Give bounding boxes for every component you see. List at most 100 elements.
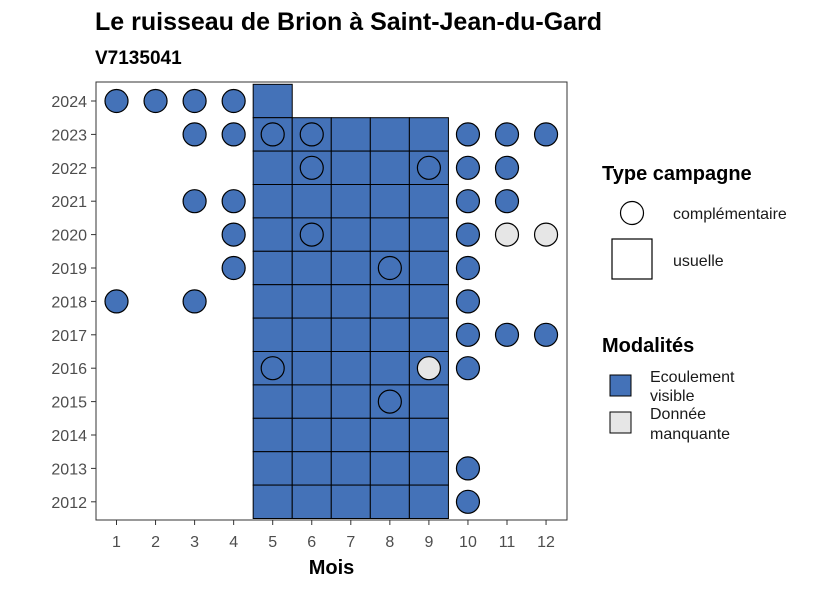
legend-label-donnee: Donnée: [650, 406, 706, 423]
point-2015-8: [377, 389, 402, 414]
x-tick-label-12: 12: [537, 534, 555, 551]
legend-key-donnee-manquante: [609, 411, 632, 434]
point-2024-4: [221, 88, 246, 114]
x-tick-label-3: 3: [190, 534, 199, 551]
point-2023-12: [533, 122, 559, 147]
point-2022-10: [455, 155, 481, 180]
point-2023-4: [221, 122, 246, 147]
y-tick-label-2023: 2023: [51, 127, 87, 144]
point-2019-10: [455, 255, 481, 281]
point-2016-10: [455, 356, 481, 381]
point-2017-11: [494, 322, 520, 347]
tile-2022-8: [369, 150, 410, 186]
point-2022-11: [494, 155, 520, 180]
x-tick-label-1: 1: [112, 534, 121, 551]
tile-2016-7: [330, 351, 371, 386]
point-2020-12: [533, 222, 559, 247]
point-2016-9: [416, 356, 441, 381]
point-2016-5: [260, 356, 285, 381]
point-2019-8: [377, 255, 402, 281]
y-tick-label-2013: 2013: [51, 461, 87, 478]
point-2023-3: [182, 122, 207, 147]
plot-area: 1 2 3 4 5 6 7 8 9 10 11 12 201220132014201520162017…: [51, 81, 568, 551]
legend-type-title: Type campagne: [602, 163, 752, 185]
y-tick-label-2017: 2017: [51, 328, 87, 345]
tile-2019-6: [291, 250, 332, 286]
tile-2015-6: [291, 384, 332, 419]
tile-2017-9: [408, 317, 449, 353]
point-2022-9: [416, 155, 441, 180]
chart-subtitle: V7135041: [95, 48, 182, 69]
x-tick-label-2: 2: [151, 534, 160, 551]
tile-2021-6: [291, 184, 332, 219]
tile-2018-5: [252, 284, 293, 319]
tile-2013-7: [330, 451, 371, 486]
legend-key-complementaire: [619, 200, 645, 226]
tile-2014-5: [252, 417, 293, 453]
tile-2021-5: [252, 184, 293, 219]
legend-label-ecoulement: Ecoulement: [650, 369, 735, 386]
legend-label-manquante: manquante: [650, 426, 730, 443]
tile-2018-9: [408, 284, 449, 319]
point-2020-11: [494, 222, 520, 247]
tile-2014-7: [330, 417, 371, 453]
x-tick-label-9: 9: [424, 534, 433, 551]
point-2012-10: [455, 489, 481, 514]
tile-2023-8: [369, 117, 410, 152]
tile-2015-7: [330, 384, 371, 419]
point-2021-4: [221, 189, 246, 214]
tile-2012-6: [291, 484, 332, 520]
point-2023-10: [455, 122, 481, 147]
tile-2017-7: [330, 317, 371, 353]
tile-2017-6: [291, 317, 332, 353]
x-tick-label-5: 5: [268, 534, 277, 551]
x-tick-label-11: 11: [499, 534, 516, 551]
tile-2012-9: [408, 484, 449, 520]
chart-title: Le ruisseau de Brion à Saint-Jean-du-Gar…: [95, 8, 602, 36]
y-axis: 2012 2013 2014 2015 2016 2017 2018 2019 2020 2021…: [51, 94, 96, 512]
tile-2012-8: [369, 484, 410, 520]
legend-modalites-title: Modalités: [602, 335, 694, 357]
point-2017-10: [455, 322, 481, 347]
y-tick-label-2015: 2015: [51, 395, 87, 412]
tile-2017-8: [369, 317, 410, 353]
legend: Type campagne complémentaire usuelle Mod…: [602, 163, 787, 443]
x-axis: 1 2 3 4 5 6 7 8 9 10 11 12: [112, 520, 555, 551]
point-2024-2: [143, 88, 168, 114]
legend-key-usuelle: [611, 238, 653, 280]
y-tick-label-2014: 2014: [51, 428, 87, 445]
point-2017-12: [533, 322, 559, 347]
tile-2023-7: [330, 117, 371, 152]
tile-2021-9: [408, 184, 449, 219]
y-tick-label-2021: 2021: [51, 194, 87, 211]
x-tick-label-6: 6: [307, 534, 316, 551]
x-tick-label-7: 7: [346, 534, 355, 551]
tile-2015-5: [252, 384, 293, 419]
tile-2022-7: [330, 150, 371, 186]
complementaire-points: [104, 88, 559, 514]
point-2023-11: [494, 122, 520, 147]
x-tick-label-10: 10: [459, 534, 477, 551]
tile-2015-9: [408, 384, 449, 419]
point-2023-6: [299, 122, 324, 147]
tile-2020-8: [369, 217, 410, 252]
tile-2018-7: [330, 284, 371, 319]
tile-2024-5: [252, 83, 293, 119]
tile-2018-8: [369, 284, 410, 319]
point-2021-3: [182, 189, 207, 214]
x-axis-title: Mois: [309, 557, 355, 579]
legend-label-complementaire: complémentaire: [673, 206, 787, 223]
tile-2013-9: [408, 451, 449, 486]
legend-label-visible: visible: [650, 388, 695, 405]
tile-2014-9: [408, 417, 449, 453]
point-2013-10: [455, 456, 481, 481]
tile-2016-6: [291, 351, 332, 386]
tile-2013-6: [291, 451, 332, 486]
tile-2012-5: [252, 484, 293, 520]
tile-2020-7: [330, 217, 371, 252]
usuelle-tiles: [252, 83, 449, 520]
point-2018-3: [182, 289, 207, 314]
y-tick-label-2019: 2019: [51, 261, 87, 278]
point-2019-4: [221, 255, 246, 281]
